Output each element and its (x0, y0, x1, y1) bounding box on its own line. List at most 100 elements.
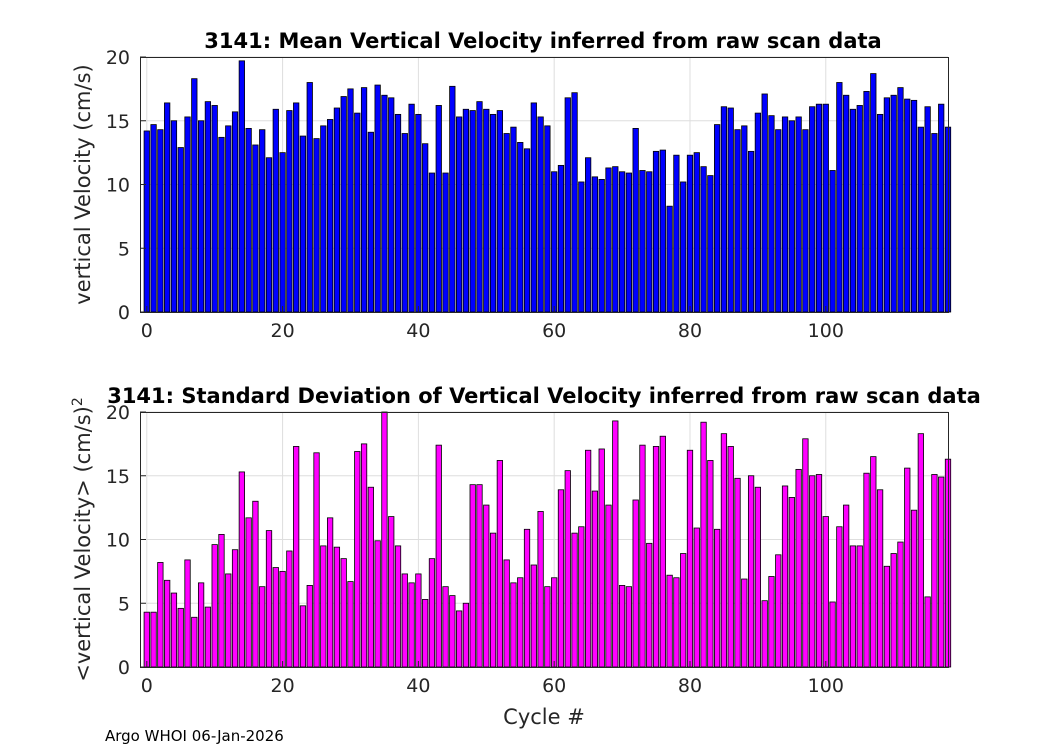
bar (272, 108, 279, 313)
chart-title: 3141: Mean Vertical Velocity inferred fr… (204, 29, 881, 53)
bar (462, 602, 470, 668)
y-axis-label-group: <vertical Velocity> (cm/s)2 (70, 397, 95, 682)
bar (367, 486, 374, 668)
bar (632, 127, 639, 313)
bar (585, 449, 592, 668)
bar (184, 559, 191, 668)
bar (191, 616, 198, 668)
bar (809, 475, 816, 668)
bar (924, 106, 931, 313)
bar (727, 107, 734, 313)
bar (673, 577, 680, 668)
bar (435, 105, 442, 313)
bar (714, 528, 721, 668)
bar (340, 96, 347, 313)
bar (747, 150, 755, 313)
bar (876, 113, 884, 313)
x-tick-label: 100 (808, 675, 844, 697)
bar (781, 485, 789, 668)
bar (204, 101, 212, 313)
bar (618, 171, 626, 313)
bar (870, 456, 877, 668)
bar (401, 573, 408, 668)
bar (360, 443, 368, 668)
x-tick-label: 80 (678, 675, 702, 697)
bar (904, 98, 911, 313)
bar (259, 129, 266, 313)
bar (564, 97, 571, 313)
y-axis-label: <vertical Velocity> (cm/s)2 (70, 397, 95, 682)
bar (197, 120, 205, 313)
bar (924, 596, 931, 668)
bar (605, 167, 612, 313)
bar (394, 545, 402, 668)
bar (646, 542, 653, 668)
bar (849, 108, 857, 313)
bar (279, 152, 286, 313)
bar (836, 82, 843, 313)
bar (652, 446, 660, 668)
bar (408, 103, 415, 313)
bar (469, 484, 476, 668)
y-tick-label: 5 (118, 593, 130, 615)
bar (299, 135, 307, 313)
bar (476, 101, 483, 313)
bar (286, 550, 293, 668)
x-tick-label: 40 (406, 320, 430, 342)
bar (652, 150, 660, 313)
y-axis-label: vertical Velocity (cm/s) (71, 64, 95, 304)
bar (326, 119, 334, 313)
bar (238, 471, 245, 668)
x-tick-label: 20 (270, 675, 294, 697)
bar (503, 559, 510, 668)
bar (496, 460, 503, 668)
bar (551, 577, 558, 668)
bar (883, 97, 890, 313)
bar (809, 106, 816, 313)
bar (218, 136, 225, 313)
bar (164, 579, 171, 668)
bar (204, 606, 212, 668)
bar (143, 611, 150, 668)
bar (483, 504, 490, 668)
y-tick-label: 5 (118, 238, 130, 260)
bar (741, 578, 748, 668)
bar (313, 452, 320, 668)
bar (795, 468, 802, 668)
bar (938, 103, 945, 313)
bar (252, 144, 259, 313)
bars (143, 411, 952, 668)
bar (639, 444, 646, 668)
bar (734, 129, 741, 313)
bar (693, 527, 700, 668)
bar (462, 108, 470, 313)
bar (564, 470, 571, 668)
x-tick-label: 80 (678, 320, 702, 342)
bar (442, 172, 449, 313)
y-tick-label: 15 (106, 466, 130, 488)
bar (388, 97, 395, 313)
bar (761, 600, 768, 668)
bar (272, 567, 279, 668)
bar (211, 544, 218, 668)
bar (340, 558, 347, 668)
bar (686, 154, 694, 313)
bar (761, 93, 768, 313)
bar (523, 148, 531, 313)
x-tick-label: 60 (542, 675, 566, 697)
bar (747, 475, 755, 668)
bar (931, 133, 938, 313)
bar (245, 127, 252, 313)
x-tick-label: 40 (406, 675, 430, 697)
bar (734, 477, 741, 668)
y-tick-labels: 0 5 10 15 20 (106, 402, 130, 679)
bar (259, 586, 266, 668)
y-tick-label: 20 (106, 47, 130, 69)
bar (557, 489, 565, 668)
bar (293, 102, 300, 313)
bar (795, 116, 802, 313)
bar (591, 490, 599, 668)
bar (510, 582, 517, 668)
bar (707, 175, 714, 313)
y-tick-label: 10 (106, 530, 130, 552)
